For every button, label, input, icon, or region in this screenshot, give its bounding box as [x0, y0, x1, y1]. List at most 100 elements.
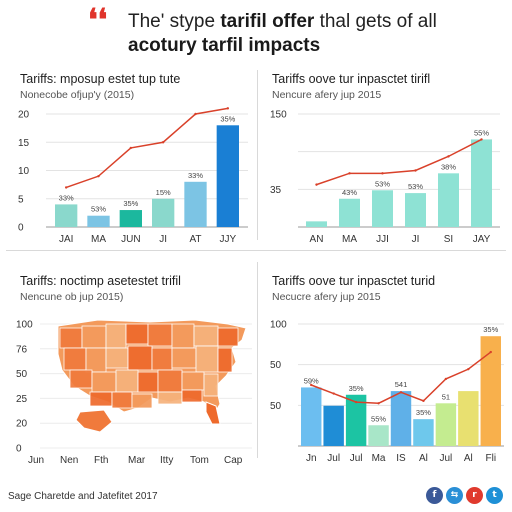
x-tick-label: Fli — [485, 453, 496, 464]
trend-point — [97, 174, 100, 178]
trend-point — [377, 402, 380, 405]
data-label: 33% — [188, 171, 203, 180]
headline: The' stype tarifil offer thal gets of al… — [128, 10, 508, 58]
trend-point — [489, 350, 492, 354]
state-region — [125, 323, 149, 345]
chart-2-subtitle: Nencure afery jup 2015 — [272, 89, 382, 101]
bar — [458, 391, 479, 446]
data-label: 43% — [342, 188, 357, 197]
bar — [471, 139, 492, 227]
trend-point — [447, 155, 450, 158]
x-tick-label: MA — [91, 234, 106, 245]
y-tick-label: 50 — [270, 360, 282, 371]
state-region — [157, 369, 183, 393]
x-tick-label: JAI — [59, 234, 73, 245]
x-tick-label: Jul — [327, 453, 340, 464]
data-label: 53% — [408, 182, 423, 191]
y-tick-label: 10 — [18, 166, 30, 177]
state-region — [131, 393, 153, 409]
state-region — [137, 371, 159, 393]
map-svg: 0 20 25 50 76 100 Jun Nen Fth Mar Itty Tom Cap — [16, 319, 252, 466]
state-region — [203, 373, 219, 397]
data-label: 35% — [349, 384, 364, 393]
state-region — [127, 345, 153, 371]
x-tick-label: Jul — [350, 453, 363, 464]
y-tick-label: 5 — [18, 194, 24, 205]
chart-1-svg: 0 5 10 15 20 33% JAI 53% MA 35% JUN 15% JI 33% AT 35% JJ… — [18, 107, 248, 245]
state-region — [85, 347, 107, 373]
twitter-icon[interactable]: t — [486, 487, 503, 504]
trend-point — [354, 400, 358, 404]
bar — [390, 391, 412, 446]
footer-source: Sage Charetde and Jatefitet 2017 — [8, 491, 158, 502]
state-region — [115, 369, 139, 393]
state-region-alaska — [75, 409, 113, 433]
data-label: 33% — [59, 193, 74, 202]
bar — [216, 125, 239, 227]
y-tick-label: 20 — [16, 419, 28, 430]
state-region — [111, 391, 133, 409]
bar — [368, 425, 389, 446]
trend-point — [467, 367, 470, 371]
data-label: 35% — [483, 325, 498, 334]
x-tick-label: SI — [444, 234, 453, 245]
chart-panel-1: Tariffs: mposup estet tup tute Nonecobe … — [18, 72, 256, 252]
state-region — [217, 327, 239, 347]
x-tick-label: JAY — [473, 234, 491, 245]
state-region — [69, 369, 93, 389]
state-region — [63, 347, 87, 371]
facebook-icon[interactable]: f — [426, 487, 443, 504]
y-tick-label: 50 — [270, 401, 282, 412]
y-tick-label: 15 — [18, 138, 30, 149]
x-tick-label: JJI — [376, 234, 389, 245]
y-tick-label: 25 — [16, 394, 28, 405]
bar — [345, 394, 367, 446]
x-tick-label: Al — [419, 453, 428, 464]
data-label: 53% — [91, 205, 106, 214]
y-tick-label: 50 — [16, 369, 28, 380]
map-subtitle: Nencune ob jup 2015) — [20, 291, 124, 303]
bar — [55, 204, 78, 227]
chart-panel-2: Tariffs oove tur inpasctet tirifl Nencur… — [270, 72, 508, 252]
state-region — [91, 371, 117, 393]
y-tick-label: 150 — [270, 110, 287, 121]
map-panel: Tariffs: noctimp asetestet trifil Nencun… — [16, 274, 256, 474]
bar — [323, 405, 344, 446]
horizontal-divider — [6, 250, 506, 251]
trend-point — [161, 141, 165, 144]
data-label: 51 — [442, 392, 450, 401]
vertical-divider-bottom — [257, 262, 258, 458]
reddit-icon[interactable]: r — [466, 487, 483, 504]
trend-point — [422, 399, 425, 403]
state-region — [105, 323, 127, 349]
state-region — [171, 323, 195, 349]
chart-1-subtitle: Nonecobe ofjup'y (2015) — [20, 89, 135, 101]
trend-point — [194, 112, 197, 116]
chart-2-title: Tariffs oove tur inpasctet tirifl — [272, 72, 431, 86]
x-tick-label: Tom — [190, 455, 209, 466]
x-tick-label: Ma — [372, 453, 386, 464]
y-tick-label: 0 — [18, 223, 24, 234]
state-region — [195, 345, 219, 373]
state-region — [147, 323, 173, 347]
data-label: 55% — [474, 128, 489, 137]
y-tick-label: 100 — [270, 320, 287, 331]
bar — [372, 190, 393, 227]
trend-point — [414, 169, 417, 172]
trend-point — [129, 146, 133, 150]
bar — [152, 198, 175, 227]
y-tick-label: 0 — [16, 444, 22, 455]
headline-line-1: The' stype tarifil offer thal gets of al… — [128, 11, 437, 32]
x-tick-label: MA — [342, 234, 357, 245]
x-tick-label: Jun — [28, 455, 44, 466]
data-label: 35% — [220, 114, 235, 123]
map-title: Tariffs: noctimp asetestet trifil — [20, 274, 181, 288]
x-tick-label: Fth — [94, 455, 108, 466]
share-icon[interactable]: ⇆ — [446, 487, 463, 504]
data-label: 541 — [395, 380, 408, 389]
trend-point — [444, 377, 448, 381]
quote-mark: ❛❛ — [88, 3, 108, 38]
data-label: 59% — [304, 376, 319, 385]
y-tick-label: 100 — [16, 320, 33, 331]
trend-line — [316, 138, 482, 186]
